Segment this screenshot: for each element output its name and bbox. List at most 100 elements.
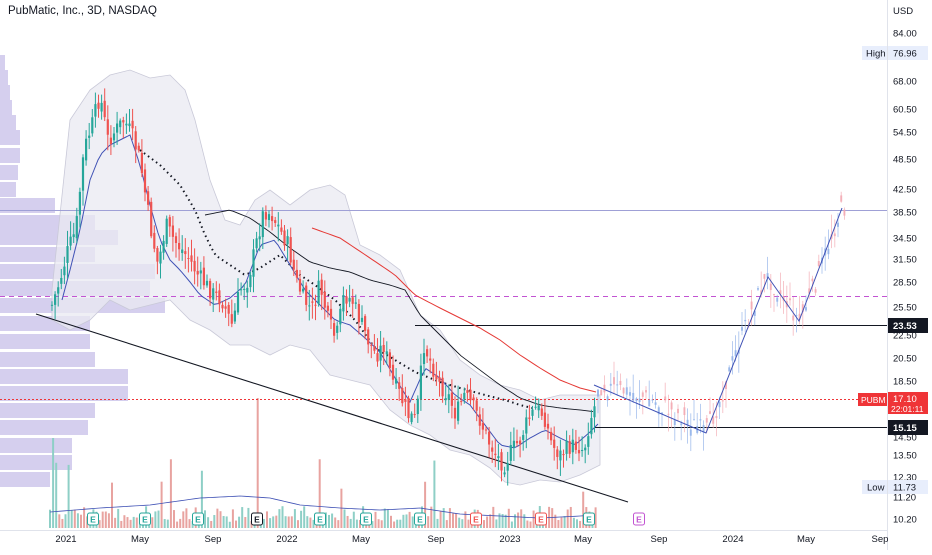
volume-bar bbox=[343, 509, 346, 528]
volume-bar bbox=[399, 519, 402, 528]
volume-bar bbox=[117, 508, 120, 528]
low-marker: Low 11.73 bbox=[862, 480, 928, 494]
candle-body bbox=[447, 394, 450, 400]
candle-body bbox=[512, 440, 515, 448]
x-tick-label: Sep bbox=[651, 534, 668, 545]
trendline[interactable] bbox=[35, 313, 629, 503]
earnings-label: E bbox=[363, 515, 369, 525]
volume-bar bbox=[120, 520, 123, 528]
volume-bar bbox=[76, 513, 79, 528]
candle-body bbox=[376, 353, 379, 362]
x-tick-label: Sep bbox=[428, 534, 445, 545]
earnings-marker[interactable] bbox=[314, 512, 326, 526]
bollinger-band bbox=[51, 69, 601, 486]
projection-body bbox=[670, 402, 673, 410]
volume-bar bbox=[101, 511, 104, 528]
candle-body bbox=[568, 441, 571, 454]
candle-body bbox=[264, 212, 267, 220]
volume-bar bbox=[166, 519, 169, 528]
projection-body bbox=[689, 429, 692, 436]
projection-body bbox=[632, 392, 635, 401]
projection-body bbox=[801, 304, 804, 313]
symbol-label: PUBM bbox=[861, 395, 886, 405]
volume-bar bbox=[188, 519, 191, 528]
volume-bar bbox=[204, 510, 206, 528]
candle-body bbox=[531, 409, 534, 416]
projection-body bbox=[645, 390, 647, 393]
candle-body bbox=[584, 447, 587, 451]
candle-body bbox=[109, 137, 112, 145]
earnings-marker[interactable] bbox=[251, 512, 263, 526]
candle-body bbox=[546, 423, 550, 429]
earnings-marker[interactable] bbox=[87, 512, 99, 526]
high-label: High bbox=[866, 49, 886, 60]
volume-bar bbox=[572, 517, 575, 528]
volume-bar bbox=[244, 517, 247, 528]
candle-body bbox=[97, 102, 100, 109]
earnings-marker[interactable] bbox=[192, 512, 204, 526]
candle-body bbox=[432, 363, 435, 377]
candle-body bbox=[178, 242, 181, 250]
level-value-23-53: 23.53 bbox=[893, 321, 917, 332]
volume-bar bbox=[554, 514, 557, 528]
earnings-marker[interactable] bbox=[470, 512, 482, 526]
candle-body bbox=[466, 390, 469, 393]
volume-bar bbox=[566, 509, 569, 528]
candle-body bbox=[106, 119, 109, 135]
earnings-marker[interactable] bbox=[360, 512, 372, 526]
level-tag-15-15: 15.15 bbox=[888, 420, 928, 435]
volume-bar bbox=[510, 521, 513, 528]
projection-body bbox=[718, 401, 721, 408]
projection-body bbox=[648, 399, 651, 407]
projection-body bbox=[619, 380, 622, 386]
profile-row bbox=[0, 352, 95, 367]
projection-body bbox=[673, 419, 676, 426]
volume-bar bbox=[200, 470, 203, 528]
projection-body bbox=[616, 384, 619, 386]
volume-bar bbox=[284, 516, 287, 528]
candle-body bbox=[196, 270, 199, 275]
candle-body bbox=[57, 287, 60, 294]
earnings-marker[interactable] bbox=[139, 512, 151, 526]
projection-body bbox=[667, 413, 670, 415]
volume-bar bbox=[182, 511, 185, 528]
projection-body bbox=[725, 381, 727, 389]
candle-body bbox=[581, 450, 584, 452]
y-tick-label: 11.20 bbox=[893, 493, 916, 504]
volume-bar bbox=[52, 438, 55, 528]
y-axis: 84.0076.0068.0060.5054.5048.5042.5038.50… bbox=[893, 29, 917, 526]
candle-body bbox=[215, 291, 218, 293]
candle-body bbox=[150, 201, 153, 237]
volume-bar bbox=[132, 516, 135, 528]
projection-path[interactable] bbox=[593, 207, 843, 434]
projection-body bbox=[792, 315, 795, 321]
candle-body bbox=[50, 304, 54, 306]
candle-body bbox=[230, 314, 233, 324]
candle-body bbox=[298, 278, 302, 292]
last-price-value: 17.10 bbox=[893, 394, 917, 405]
x-tick-label: May bbox=[574, 534, 592, 545]
earnings-marker[interactable] bbox=[414, 512, 426, 526]
earnings-marker[interactable] bbox=[633, 512, 645, 526]
earnings-marker[interactable] bbox=[535, 512, 547, 526]
candle-body bbox=[329, 308, 333, 320]
earnings-marker[interactable] bbox=[583, 512, 595, 526]
profile-row bbox=[0, 403, 95, 418]
candle-body bbox=[81, 157, 85, 191]
candle-body bbox=[556, 449, 559, 457]
last-price-tag: PUBM 17.10 22:01:11 bbox=[858, 392, 928, 414]
projection-body bbox=[712, 416, 715, 424]
y-tick-label: 31.50 bbox=[893, 255, 917, 266]
candle-body bbox=[131, 120, 134, 129]
candle-body bbox=[302, 288, 305, 292]
low-label: Low bbox=[867, 483, 885, 494]
candle-body bbox=[593, 406, 596, 418]
candle-body bbox=[469, 389, 472, 401]
volume-bar bbox=[238, 516, 241, 528]
candle-body bbox=[243, 288, 246, 290]
candle-body bbox=[320, 279, 323, 295]
projection-body bbox=[769, 283, 772, 291]
candle-body bbox=[382, 344, 385, 352]
